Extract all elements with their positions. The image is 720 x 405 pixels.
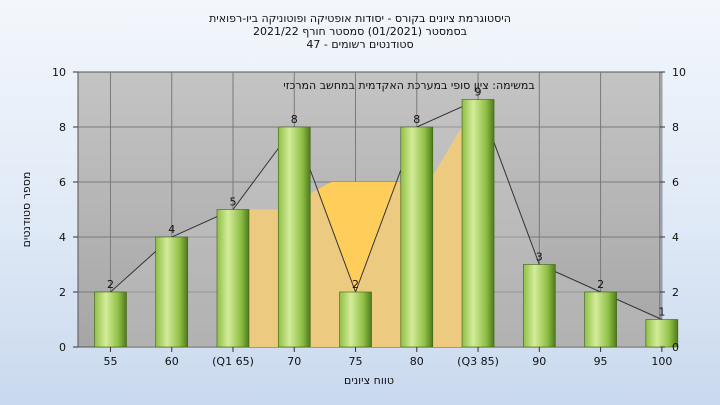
y-tick-label-left: 0 [59,341,66,354]
data-label: 4 [168,223,175,236]
data-label: 8 [413,113,420,126]
data-label: 3 [536,251,543,264]
bar-75 [339,291,372,348]
bar-100 [645,319,679,348]
y-tick-label-left: 4 [59,231,66,244]
y-tick-label-left: 10 [52,66,66,79]
chart-annotation: במשימה: ציון סופי במערכת האקדמית במחשב ה… [283,79,534,92]
x-tick-label: (Q1 65) [212,355,254,368]
data-label: 2 [352,278,359,291]
y-tick-label-right: 8 [672,121,679,134]
chart-title-line-1: היסטוגרמת ציונים בקורס - יסודות אופטיקה … [209,12,511,25]
bar-60 [155,236,189,348]
data-label: 2 [107,278,114,291]
x-tick-label: 75 [349,355,363,368]
data-label: 2 [597,278,604,291]
y-tick-label-right: 10 [672,66,686,79]
x-tick-label: 55 [103,355,117,368]
bar-80 [400,126,434,348]
y-axis-label: מספר סטודנטים [20,172,33,248]
x-tick-label: 60 [165,355,179,368]
y-tick-label-right: 0 [672,341,679,354]
x-tick-label: 70 [287,355,301,368]
bar-90 [523,264,556,348]
y-tick-label-right: 2 [672,286,679,299]
x-tick-label: 95 [594,355,608,368]
bar-95 [584,291,617,348]
x-axis-label: טווח ציונים [344,374,394,387]
bar-55 [94,291,127,348]
x-tick-label: 80 [410,355,424,368]
data-label: 9 [475,86,482,99]
data-label: 8 [291,113,298,126]
y-tick-label-left: 6 [59,176,66,189]
chart-title-line-2: בסמסטר (01/2021) סמסטר חורף 2021/22 [253,25,467,38]
data-label: 5 [229,196,236,209]
y-tick-label-left: 8 [59,121,66,134]
x-tick-label: (Q3 85) [457,355,499,368]
chart-title-line-3: סטודנטים רשומים - 47 [306,38,414,51]
trend-line [110,98,663,320]
x-tick-label: 100 [651,355,672,368]
data-label: 1 [658,306,665,319]
y-tick-label-left: 2 [59,286,66,299]
y-tick-label-right: 4 [672,231,679,244]
bar-(Q3 85) [461,99,495,348]
x-tick-label: 90 [532,355,546,368]
y-tick-label-right: 6 [672,176,679,189]
bar-70 [277,126,311,348]
bar-(Q1 65) [216,209,250,348]
